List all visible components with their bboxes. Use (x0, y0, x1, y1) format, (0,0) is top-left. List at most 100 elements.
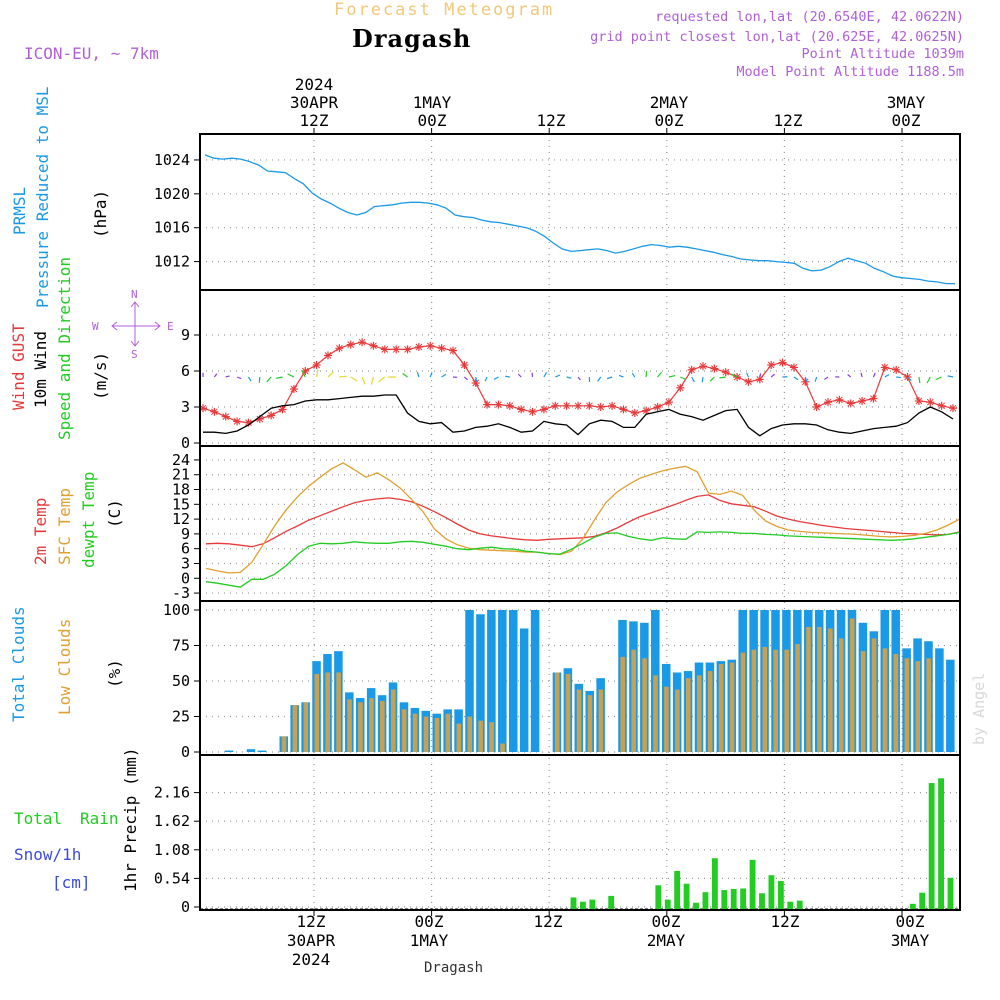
low-cloud-bar (412, 713, 418, 752)
precip-bar (589, 899, 596, 909)
temperature-ytick-label: 24 (172, 451, 190, 469)
gust-point (278, 405, 287, 414)
wind-direction-arrow (327, 371, 334, 378)
low-cloud-bar (336, 672, 341, 752)
wind-direction-arrow (872, 372, 876, 378)
model-label: ICON-EU, ~ 7km (24, 44, 159, 63)
total-cloud-bar (476, 614, 485, 752)
low-cloud-bar (915, 661, 921, 752)
wind-direction-arrow (258, 376, 261, 383)
clouds-unit-label: (%) (105, 659, 124, 688)
low-clouds-label: Low Clouds (55, 619, 74, 715)
wind-direction-arrow (225, 375, 230, 378)
low-cloud-bar (784, 649, 789, 752)
precip-bar (664, 899, 671, 909)
bottom-tick-1may-12z: 12Z (498, 912, 598, 931)
gust-point (414, 343, 423, 351)
low-cloud-bar (751, 649, 757, 752)
bottom-tick-line: 12Z (533, 912, 563, 931)
bottom-tick-3may-00z: 00Z 3MAY (860, 912, 960, 950)
precip-ytick-label: 0.54 (154, 869, 190, 887)
gust-point (778, 358, 787, 367)
precip-bar (721, 890, 728, 909)
low-cloud-bar (707, 671, 713, 752)
wind-ytick-label: 0 (181, 434, 190, 452)
wind-direction-arrow (555, 374, 561, 378)
rain-label: Rain (80, 809, 119, 828)
wind-direction-arrow (804, 376, 808, 382)
wind-direction-arrow (287, 373, 295, 378)
gust-point (210, 407, 219, 416)
precip-bar (683, 883, 690, 909)
low-cloud-bar (456, 723, 462, 752)
wind-direction-arrow (618, 374, 624, 378)
gust-point (687, 365, 696, 374)
wind-direction-arrow (814, 376, 818, 382)
dewpt-series-line (205, 531, 960, 588)
low-cloud-bar (281, 736, 287, 752)
low-cloud-bar (653, 675, 658, 752)
top-tick-line: 12Z (773, 111, 803, 130)
pressure-ytick-label: 1016 (154, 219, 190, 237)
gust-point (312, 361, 321, 369)
top-tick-1may-12z: 12Z (501, 112, 601, 130)
low-cloud-bar (729, 662, 735, 752)
low-cloud-bar (434, 717, 440, 752)
precip-bar (938, 778, 944, 909)
wind-direction-arrow (719, 376, 726, 379)
gust-point (869, 394, 878, 403)
gust-point (483, 400, 492, 409)
top-tick-line: 2024 (294, 75, 334, 94)
low-cloud-bar (762, 646, 768, 752)
bottom-tick-2may-00z: 00Z 2MAY (616, 912, 716, 950)
low-cloud-bar (303, 702, 309, 752)
precip-bar (702, 892, 709, 909)
bottom-tick-line: 30APR (286, 931, 336, 950)
precip-bar (796, 900, 803, 909)
compass-n-label: N (131, 288, 138, 301)
precip-bar (693, 902, 699, 909)
total-cloud-bar (257, 750, 267, 752)
wind-direction-arrow (691, 376, 695, 383)
low-cloud-bar (478, 720, 483, 752)
low-cloud-bar (926, 658, 931, 752)
wind-10m-label: 10m Wind (31, 331, 50, 408)
gust-point (949, 404, 957, 413)
low-cloud-bar (380, 700, 385, 752)
gust-point (380, 345, 389, 354)
low-cloud-bar (773, 649, 779, 752)
total-cloud-bar (946, 659, 955, 752)
requested-coords: requested lon,lat (20.6540E, 42.0622N) (655, 9, 964, 25)
top-tick-3may-00z: 3MAY 00Z (856, 94, 956, 130)
top-tick-2may-12z: 12Z (738, 112, 838, 130)
wind-direction-arrow (907, 376, 912, 381)
top-tick-line: 12Z (299, 111, 329, 130)
precip-bar (909, 903, 916, 909)
precip-bar (919, 892, 926, 909)
wind-direction-arrow (402, 372, 408, 378)
low-cloud-bar (664, 686, 669, 752)
gust-point (574, 401, 582, 410)
precip-bar (674, 870, 681, 909)
wind-direction-arrow (566, 376, 572, 379)
bottom-tick-line: 1MAY (409, 931, 449, 950)
gust-point (471, 379, 480, 387)
wind-direction-arrow (631, 372, 636, 378)
low-cloud-bar (828, 628, 833, 752)
sfc-temp-series-line (205, 462, 960, 574)
top-tick-line: 30APR (289, 93, 339, 112)
temperature-ytick-label: 12 (172, 510, 190, 528)
gust-point (676, 383, 685, 392)
low-cloud-bar (904, 658, 910, 752)
gust-point (630, 409, 639, 417)
wind-ytick-label: 9 (181, 326, 190, 344)
wind-direction-arrow (266, 376, 272, 383)
bottom-tick-2may-12z: 12Z (735, 912, 835, 931)
temp-unit-label: (C) (105, 499, 124, 528)
precip-bar (730, 888, 737, 909)
gust-point (221, 412, 230, 421)
wind-speed-series-line (203, 394, 954, 437)
low-cloud-bar (500, 743, 505, 752)
gust-point (369, 341, 378, 350)
low-cloud-bar (292, 705, 298, 752)
